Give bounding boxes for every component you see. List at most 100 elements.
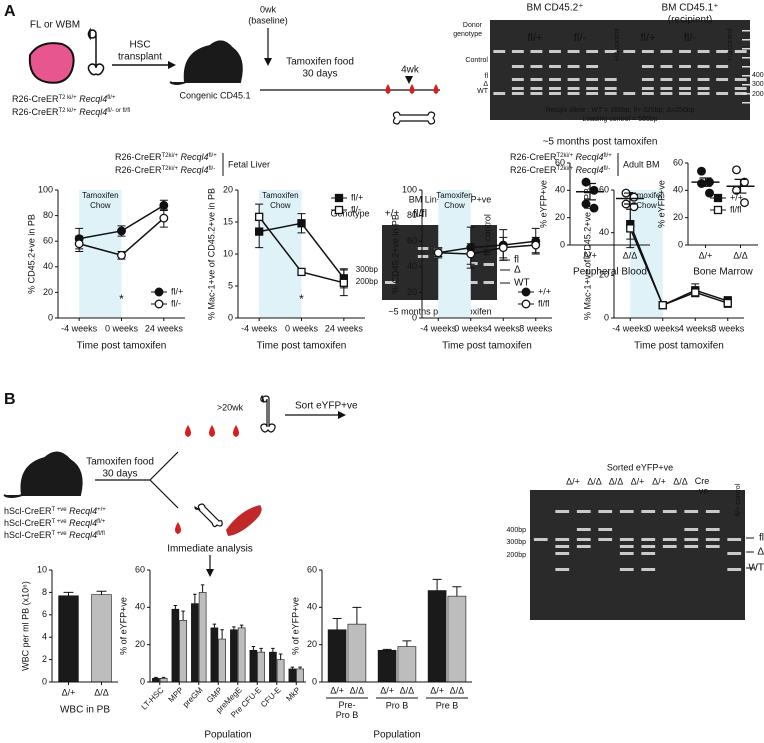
label: +/Δ control xyxy=(614,28,621,62)
label: 30 days xyxy=(102,469,137,480)
x-tick-label: preGM xyxy=(181,685,205,709)
label: Δ xyxy=(514,265,521,276)
genotype-part: T2ki/+ xyxy=(557,166,574,172)
label: fl/fl xyxy=(413,208,427,220)
genotype-part: hScl-CreER xyxy=(4,530,52,540)
y-tick-label: 40 xyxy=(555,185,565,195)
point xyxy=(740,198,749,208)
label: fl xyxy=(485,73,489,80)
sem-bar xyxy=(624,192,636,205)
x-tick-label: Pre-Pro B xyxy=(336,700,359,720)
x-tick-label: 0 weeks xyxy=(105,323,139,333)
gel-band xyxy=(530,78,543,81)
gel-band xyxy=(467,281,478,284)
gel-band xyxy=(641,65,654,68)
gel-band xyxy=(697,92,710,95)
label: fl/- xyxy=(574,32,587,44)
liver-icon xyxy=(28,42,75,84)
label: +/Δ control xyxy=(727,28,734,62)
blood-drops xyxy=(385,84,439,94)
bar xyxy=(257,651,265,683)
gel-band xyxy=(705,538,720,541)
y-tick-label: 15 xyxy=(223,216,233,226)
label: Control xyxy=(465,57,488,64)
x-axis-label: Population xyxy=(373,730,420,741)
point xyxy=(697,166,706,176)
label: * xyxy=(119,292,124,306)
marker xyxy=(339,278,348,287)
gel-band xyxy=(734,78,747,81)
ladder-band xyxy=(742,93,750,95)
label: Sorted eYFP+ve xyxy=(607,462,673,472)
gel-band xyxy=(697,78,710,81)
gel-band xyxy=(567,65,580,68)
gel-band xyxy=(619,510,634,513)
mouse-icon xyxy=(3,451,83,498)
label: BM CD45.2⁺ xyxy=(527,3,584,14)
gel-band xyxy=(734,92,747,95)
gel-band xyxy=(641,545,656,548)
gel-band xyxy=(530,87,543,90)
x-tick-label: 8 weeks xyxy=(519,323,553,333)
error-bar xyxy=(332,618,342,630)
y-axis-label: % eYFP+ve xyxy=(538,180,548,228)
gel-band xyxy=(511,65,524,68)
label: HSC xyxy=(129,40,150,51)
gel-band xyxy=(567,87,580,90)
arrow xyxy=(149,479,179,509)
label: Chow xyxy=(636,201,657,210)
y-tick-label: 40 xyxy=(43,261,53,271)
arrow-head xyxy=(206,569,214,577)
gel-band xyxy=(697,65,710,68)
gel-band xyxy=(586,92,599,95)
error-bar xyxy=(232,626,236,630)
x-tick-label: Pro B xyxy=(386,700,409,710)
x-axis-label: Peripheral Blood xyxy=(573,267,647,278)
label: Adult BM xyxy=(623,159,660,169)
gel-band xyxy=(604,92,617,95)
genotype-part: T +ve xyxy=(52,531,68,537)
label: * xyxy=(299,292,304,306)
gel-band xyxy=(567,78,580,81)
y-tick-label: 0 xyxy=(412,312,417,322)
label: 400bp xyxy=(752,72,764,79)
y-tick-label: 60 xyxy=(673,157,683,167)
label: Chow xyxy=(444,201,465,210)
mouse-icon xyxy=(169,40,243,85)
bar xyxy=(171,608,180,683)
marker xyxy=(255,212,264,222)
gel-band xyxy=(716,92,729,95)
panel-label: B xyxy=(4,391,16,408)
gel-band xyxy=(679,87,691,90)
series-line xyxy=(629,223,728,307)
gel-band xyxy=(734,50,747,53)
genotype-part: fl/+ xyxy=(97,519,106,525)
x-tick-label: Δ/Δ xyxy=(94,687,109,697)
bar-label: Δ/Δ xyxy=(400,685,415,695)
y-tick-label: 0 xyxy=(48,312,53,322)
gel-band xyxy=(598,538,613,541)
y-tick-label: 20 xyxy=(43,287,53,297)
marker xyxy=(713,205,723,215)
bone-icon xyxy=(392,111,436,125)
label: fl/+ xyxy=(641,32,656,44)
ladder-band xyxy=(742,48,750,50)
legend-label: fl/fl xyxy=(538,298,550,308)
gel-band xyxy=(511,50,524,53)
label: fl/- xyxy=(684,32,697,44)
gel-band xyxy=(705,510,720,513)
x-tick-label: -4 weeks xyxy=(241,323,278,333)
x-tick-label: 8 weeks xyxy=(711,323,745,333)
marker xyxy=(691,288,700,297)
x-tick-label: 0 weeks xyxy=(285,323,319,333)
genotype: R26-CreERT2ki/+ Recql4fl/- xyxy=(115,165,215,175)
gel-band xyxy=(511,92,524,95)
gel-band xyxy=(549,87,561,90)
label: Sort eYFP+ve xyxy=(295,401,358,412)
bar xyxy=(269,651,277,683)
marker xyxy=(531,240,541,250)
genotype-part: T2ki/+ xyxy=(557,153,574,159)
gel-band xyxy=(679,92,691,95)
label: Tamoxifen food xyxy=(86,457,154,468)
